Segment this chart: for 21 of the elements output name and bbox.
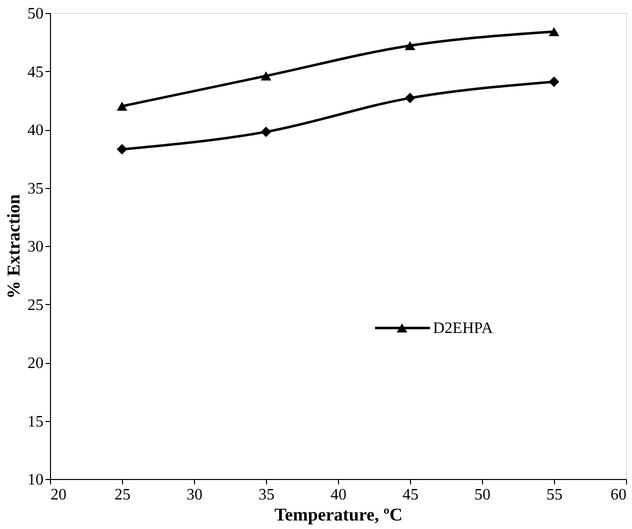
x-tick-label: 25 (114, 486, 130, 504)
x-tick-label: 20 (50, 486, 66, 504)
legend-label: D2EHPA (433, 320, 494, 337)
y-tick-label: 20 (28, 355, 44, 372)
y-tick-label: 50 (28, 6, 44, 22)
x-axis-title: Temperature, ºC (274, 504, 402, 524)
y-tick-label: 30 (28, 238, 44, 256)
x-tick-label: 60 (610, 486, 626, 504)
x-tick-label: 50 (474, 486, 490, 504)
y-axis-title: % Extraction (4, 194, 24, 299)
y-tick-label: 10 (28, 472, 44, 488)
y-tick-label: 15 (28, 413, 44, 430)
x-tick-label: 40 (330, 486, 346, 504)
y-tick-label: 40 (28, 122, 44, 139)
y-tick-label: 45 (28, 64, 44, 81)
x-tick-label: 30 (186, 486, 202, 504)
x-tick-label: 45 (402, 486, 418, 504)
x-tick-label: 35 (258, 486, 274, 504)
y-tick-label: 35 (28, 180, 44, 198)
y-tick-label: 25 (28, 296, 44, 314)
x-tick-label: 55 (546, 486, 562, 504)
